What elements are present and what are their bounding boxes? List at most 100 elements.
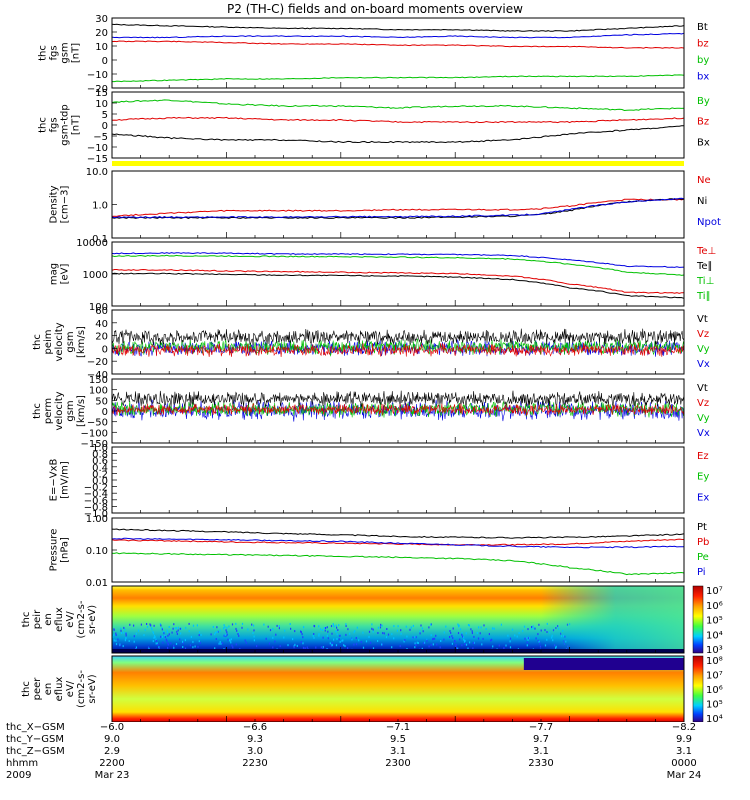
y-axis-label-line: gsm-tdp xyxy=(60,104,71,146)
y-tick-label: −0.4 xyxy=(84,489,108,500)
overview-plot: 3020100−10−20Btbzbybxthcfgsgsm[nT]151050… xyxy=(21,14,723,722)
panel-pressure: 1.00 0.10 0.01 Pt Pb Pe Pi Pressure[nPa] xyxy=(49,514,710,589)
panel-peer: 10⁸ 10⁷ 10⁶ 10⁵ 10⁴ thcpeerenefluxeV/(cm2-s-s… xyxy=(21,655,723,722)
y-tick-label: 5 xyxy=(102,110,108,121)
y-axis-label-line: mag xyxy=(49,263,60,285)
y-tick-label: 100 xyxy=(89,386,108,397)
series-Te⊥ xyxy=(111,268,685,294)
y-axis-label-line: [mV/m] xyxy=(60,461,71,499)
footer-row: thc_Z−GSM 2.9 3.0 3.1 3.1 3.1 xyxy=(0,746,750,758)
y-axis-label-line: velocity xyxy=(54,391,65,430)
series-Vt xyxy=(111,390,685,408)
series-Vz xyxy=(111,342,685,358)
panel-frame xyxy=(111,517,685,583)
mode-bar xyxy=(112,161,684,166)
y-tick-label: −0.6 xyxy=(84,496,108,507)
y-tick-label: −0.8 xyxy=(84,502,108,513)
series-Ni xyxy=(111,198,685,219)
y-axis-label-line: thc xyxy=(38,45,49,61)
colorbar-tick-label: 10³ xyxy=(706,645,723,656)
y-axis-label-line: en xyxy=(43,613,54,626)
y-tick-label: 0 xyxy=(102,344,108,355)
y-axis-label: thcpeerenefluxeV/(cm2-s-sr-eV) xyxy=(21,670,98,708)
colorbar-tick-label: 10⁵ xyxy=(706,616,723,627)
series-Vt xyxy=(111,328,685,346)
y-axis-label-line: E=−VxB xyxy=(49,459,60,502)
colorbar-tick-label: 10⁷ xyxy=(706,671,723,682)
legend-Pi: Pi xyxy=(697,567,706,578)
y-axis-label: thcpeirenefluxeV/(cm2-s-sr-eV) xyxy=(21,600,98,638)
legend-Npot: Npot xyxy=(697,217,721,228)
footer-value: 3.1 xyxy=(533,746,549,757)
y-axis-label-line: thc xyxy=(32,334,43,350)
legend-Bx: Bx xyxy=(697,137,710,148)
series-Bx xyxy=(111,125,685,144)
y-axis-label-line: thc xyxy=(38,117,49,133)
legend-Te∥: Te∥ xyxy=(696,261,713,272)
footer-value: 0000 xyxy=(671,758,697,769)
y-tick-label: 0 xyxy=(102,407,108,418)
legend-by: by xyxy=(697,55,709,66)
legend-Pt: Pt xyxy=(697,522,707,533)
colorbar-tick-label: 10⁴ xyxy=(706,630,723,641)
y-tick-label: 0.0 xyxy=(92,476,108,487)
y-tick-label: 10.0 xyxy=(86,167,108,178)
y-tick-label: 20 xyxy=(95,332,108,343)
footer-row: hhmm 2200 2230 2300 2330 0000 xyxy=(0,758,750,770)
y-tick-label: 15 xyxy=(95,88,108,99)
panel-efield: 1.00.80.60.40.20.0−0.2−0.4−0.6−0.8−1.0 Ez… xyxy=(49,443,710,520)
y-axis-label-line: Pressure xyxy=(49,529,60,572)
y-axis-label-line: [cm−3] xyxy=(60,186,71,224)
y-tick-label: −20 xyxy=(87,357,108,368)
series-Npot xyxy=(111,197,685,219)
panel-frame xyxy=(111,655,685,722)
y-axis-label: Density[cm−3] xyxy=(49,185,71,223)
footer-row-label: thc_Z−GSM xyxy=(6,746,65,757)
y-axis-label-line: peir xyxy=(32,609,43,629)
y-axis-label-line: gsm xyxy=(60,42,71,63)
y-axis-label-line: [eV] xyxy=(60,264,71,285)
legend-Pe: Pe xyxy=(697,552,709,563)
series-bz xyxy=(111,40,685,49)
y-tick-label: 0.1 xyxy=(92,234,108,245)
colorbar-tick-label: 10⁷ xyxy=(706,586,723,597)
panel-fgs-gsm: 30 20 10 0 −10 −20 Bt bz by bx thcfgsgsm[nT] xyxy=(38,14,710,95)
y-tick-label: −150 xyxy=(81,439,108,450)
legend-Pb: Pb xyxy=(697,537,709,548)
y-axis-label-line: eV/ xyxy=(65,680,76,697)
colorbar-tick-label: 10⁶ xyxy=(706,601,723,612)
y-axis-label-line: sr-eV) xyxy=(87,605,98,634)
legend-Te⊥: Te⊥ xyxy=(696,246,716,257)
series-Vz xyxy=(111,403,685,416)
y-tick-label: −40 xyxy=(87,370,108,381)
footer-value: 2300 xyxy=(385,758,411,769)
footer-row-label: thc_X−GSM xyxy=(6,722,65,733)
series-Pt xyxy=(111,528,685,539)
y-tick-label: 50 xyxy=(95,396,108,407)
y-tick-label: 10 xyxy=(95,99,108,110)
footer-value: −7.7 xyxy=(528,722,554,733)
footer-value: −6.6 xyxy=(242,722,268,733)
footer-row: thc_Y−GSM 9.0 9.3 9.5 9.7 9.9 xyxy=(0,734,750,746)
y-axis-label-line: [km/s] xyxy=(76,326,87,358)
y-axis-label-line: fgs xyxy=(49,45,60,60)
y-axis-label-line: sr-eV) xyxy=(87,674,98,703)
legend-Ni: Ni xyxy=(697,196,707,207)
page-title: P2 (TH-C) fields and on-board moments ov… xyxy=(227,2,523,16)
heatmap-dark-band xyxy=(523,658,684,670)
y-axis-label-line: peer xyxy=(32,677,43,701)
footer-value: 9.9 xyxy=(676,734,692,745)
y-axis-label-line: eflux xyxy=(54,677,65,702)
footer-value: Mar 23 xyxy=(94,770,130,781)
y-tick-label: −5 xyxy=(93,132,108,143)
y-tick-label: 60 xyxy=(95,306,108,317)
y-tick-label: 0.4 xyxy=(92,463,108,474)
footer-value: Mar 24 xyxy=(666,770,702,781)
legend-Vz: Vz xyxy=(697,329,709,340)
footer-row: thc_X−GSM −6.0 −6.6 −7.1 −7.7 −8.2 xyxy=(0,722,750,734)
series-Pb xyxy=(111,538,685,546)
y-axis-label-line: fgs xyxy=(49,117,60,132)
y-axis-label: thcpeimvelocitygsm[km/s] xyxy=(32,322,87,361)
series-Vy xyxy=(111,338,685,357)
y-tick-label: 40 xyxy=(95,319,108,330)
